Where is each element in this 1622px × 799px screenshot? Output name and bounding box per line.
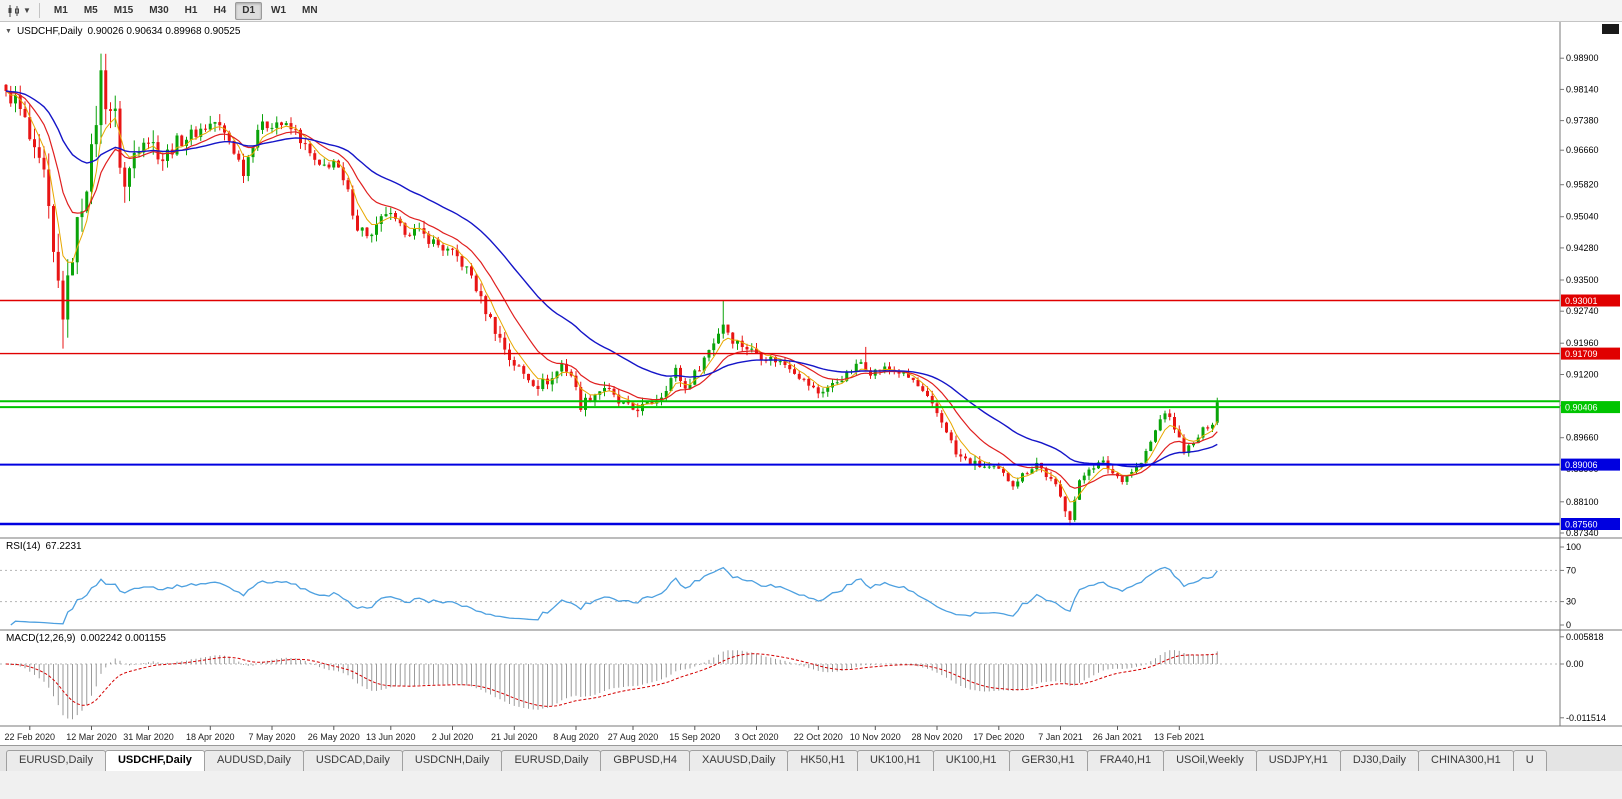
svg-text:17 Dec 2020: 17 Dec 2020	[973, 732, 1024, 742]
chart-tab-china300-h1[interactable]: CHINA300,H1	[1418, 750, 1514, 771]
svg-text:0.91200: 0.91200	[1566, 370, 1599, 380]
svg-text:8 Aug 2020: 8 Aug 2020	[553, 732, 599, 742]
svg-text:0.96660: 0.96660	[1566, 145, 1599, 155]
rsi-value: 67.2231	[45, 541, 82, 552]
svg-text:28 Nov 2020: 28 Nov 2020	[911, 732, 962, 742]
svg-text:70: 70	[1566, 565, 1576, 575]
svg-text:13 Jun 2020: 13 Jun 2020	[366, 732, 416, 742]
chart-tab-usdcad-daily[interactable]: USDCAD,Daily	[302, 750, 403, 771]
rsi-label: RSI(14)	[6, 541, 41, 552]
macd-label: MACD(12,26,9)	[6, 633, 76, 644]
chart-ohlc-values: 0.90026 0.90634 0.89968 0.90525	[87, 26, 241, 37]
svg-text:0.89660: 0.89660	[1566, 433, 1599, 443]
svg-text:7 Jan 2021: 7 Jan 2021	[1038, 732, 1083, 742]
svg-text:-0.011514: -0.011514	[1566, 713, 1606, 723]
chart-tab-xauusd-daily[interactable]: XAUUSD,Daily	[688, 750, 789, 771]
svg-text:10 Nov 2020: 10 Nov 2020	[850, 732, 901, 742]
chart-type-dropdown-caret-icon[interactable]: ▼	[23, 6, 31, 15]
chart-tab-audusd-daily[interactable]: AUDUSD,Daily	[203, 750, 304, 771]
chart-tab-usdchf-daily[interactable]: USDCHF,Daily	[104, 750, 205, 771]
rsi-indicator-header: RSI(14) 67.2231	[6, 541, 82, 552]
svg-text:0.95820: 0.95820	[1566, 180, 1599, 190]
chart-tab-usoil-weekly[interactable]: USOil,Weekly	[1163, 750, 1257, 771]
svg-text:26 Jan 2021: 26 Jan 2021	[1093, 732, 1143, 742]
svg-text:26 May 2020: 26 May 2020	[308, 732, 360, 742]
scale-corner-box	[1602, 24, 1619, 34]
svg-text:13 Feb 2021: 13 Feb 2021	[1154, 732, 1205, 742]
svg-text:100: 100	[1566, 542, 1581, 552]
svg-text:0.98900: 0.98900	[1566, 53, 1599, 63]
timeframe-button-d1[interactable]: D1	[235, 1, 263, 20]
svg-text:22 Oct 2020: 22 Oct 2020	[794, 732, 843, 742]
svg-text:0.98140: 0.98140	[1566, 84, 1599, 94]
svg-text:0.89006: 0.89006	[1565, 460, 1598, 470]
chart-tab-hk50-h1[interactable]: HK50,H1	[787, 750, 858, 771]
chart-tab-eurusd-daily[interactable]: EURUSD,Daily	[6, 750, 106, 771]
svg-text:27 Aug 2020: 27 Aug 2020	[608, 732, 659, 742]
timeframe-button-w1[interactable]: W1	[271, 4, 287, 16]
svg-text:0.91960: 0.91960	[1566, 338, 1599, 348]
timeframe-button-m15[interactable]: M15	[113, 4, 134, 16]
svg-text:0: 0	[1566, 620, 1571, 630]
chart-collapse-icon[interactable]: ▼	[5, 28, 12, 35]
chart-tab-bar: EURUSD,Daily USDCHF,Daily AUDUSD,Daily USDC…	[0, 745, 1622, 771]
chart-tab-fra40-h1[interactable]: FRA40,H1	[1086, 750, 1165, 771]
svg-text:0.92740: 0.92740	[1566, 306, 1599, 316]
svg-text:0.005818: 0.005818	[1566, 632, 1604, 642]
svg-text:0.91709: 0.91709	[1565, 349, 1598, 359]
svg-text:3 Oct 2020: 3 Oct 2020	[734, 732, 778, 742]
svg-text:0.93500: 0.93500	[1566, 275, 1599, 285]
svg-text:0.95040: 0.95040	[1566, 212, 1599, 222]
chart-tab-usdcnh-daily[interactable]: USDCNH,Daily	[401, 750, 503, 771]
macd-values: 0.002242 0.001155	[80, 633, 166, 644]
chart-tab-uk100-h1[interactable]: UK100,H1	[856, 750, 934, 771]
chart-area[interactable]: 0.98900 0.98140 0.97380 0.96660 0.95820 0.950…	[0, 22, 1622, 745]
svg-text:0.88100: 0.88100	[1566, 497, 1599, 507]
svg-text:0.00: 0.00	[1566, 659, 1584, 669]
svg-text:0.93001: 0.93001	[1565, 296, 1598, 306]
svg-text:30: 30	[1566, 597, 1576, 607]
svg-text:21 Jul 2020: 21 Jul 2020	[491, 732, 538, 742]
svg-text:2 Jul 2020: 2 Jul 2020	[432, 732, 474, 742]
candlestick-chart-type-icon[interactable]	[5, 2, 23, 20]
chart-tab-gbpusd-h4[interactable]: GBPUSD,H4	[600, 750, 690, 771]
chart-tab-ger30-h1[interactable]: GER30,H1	[1008, 750, 1088, 771]
svg-text:31 Mar 2020: 31 Mar 2020	[123, 732, 174, 742]
svg-text:15 Sep 2020: 15 Sep 2020	[669, 732, 720, 742]
timeframe-button-mn[interactable]: MN	[302, 4, 318, 16]
svg-text:0.97380: 0.97380	[1566, 116, 1599, 126]
bottom-strip	[0, 771, 1622, 799]
chart-tab-dj30-daily[interactable]: DJ30,Daily	[1339, 750, 1420, 771]
chart-header: ▼ USDCHF,Daily 0.90026 0.90634 0.89968 0…	[5, 26, 240, 37]
timeframe-button-m1[interactable]: M1	[53, 4, 68, 16]
toolbar-separator	[38, 3, 40, 18]
timeframe-button-h4[interactable]: H4	[213, 4, 227, 16]
svg-text:0.90406: 0.90406	[1565, 403, 1598, 413]
timeframe-button-m30[interactable]: M30	[149, 4, 169, 16]
svg-text:18 Apr 2020: 18 Apr 2020	[186, 732, 235, 742]
timeframe-button-m5[interactable]: M5	[83, 4, 98, 16]
timeframe-button-h1[interactable]: H1	[184, 4, 198, 16]
macd-indicator-header: MACD(12,26,9) 0.002242 0.001155	[6, 633, 166, 644]
price-chart-canvas[interactable]: 0.98900 0.98140 0.97380 0.96660 0.95820 0.950…	[0, 22, 1622, 745]
chart-tab-u[interactable]: U	[1512, 750, 1547, 771]
svg-text:22 Feb 2020: 22 Feb 2020	[5, 732, 56, 742]
svg-text:0.94280: 0.94280	[1566, 243, 1599, 253]
chart-tab-usdjpy-h1[interactable]: USDJPY,H1	[1255, 750, 1341, 771]
svg-text:0.87560: 0.87560	[1565, 520, 1598, 530]
svg-text:7 May 2020: 7 May 2020	[248, 732, 295, 742]
timeframe-button-group: M1 M5 M15 M30 H1 H4 D1 W1 MN	[46, 1, 326, 20]
chart-tab-uk100-h1[interactable]: UK100,H1	[932, 750, 1010, 771]
svg-text:0.87340: 0.87340	[1566, 528, 1599, 538]
chart-tab-eurusd-daily[interactable]: EURUSD,Daily	[501, 750, 602, 771]
chart-title: USDCHF,Daily	[16, 26, 83, 37]
svg-text:12 Mar 2020: 12 Mar 2020	[66, 732, 117, 742]
top-toolbar: ▼ M1 M5 M15 M30 H1 H4 D1 W1 MN	[0, 0, 1622, 22]
